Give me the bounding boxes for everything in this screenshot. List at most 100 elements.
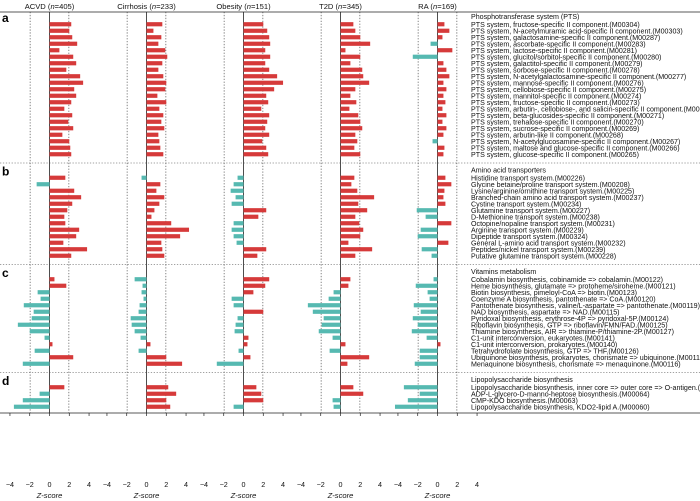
bar bbox=[340, 391, 364, 396]
bar bbox=[243, 342, 248, 347]
bar bbox=[146, 139, 160, 144]
bar bbox=[49, 385, 65, 390]
row-label: Octopine/nopaline transport system.(M002… bbox=[471, 220, 615, 228]
row-label: Riboflavin biosynthesis, GTP => riboflav… bbox=[471, 321, 668, 329]
bar bbox=[340, 385, 354, 390]
bar bbox=[243, 54, 271, 59]
bar bbox=[49, 342, 53, 347]
bar bbox=[437, 188, 445, 193]
bar bbox=[49, 28, 70, 33]
bar bbox=[307, 303, 341, 308]
bar bbox=[146, 355, 167, 360]
row-label: NAD biosynthesis, aspartate => NAD.(M001… bbox=[471, 308, 620, 316]
bar bbox=[340, 41, 371, 46]
bar bbox=[130, 316, 147, 321]
x-tick-label: 0 bbox=[48, 480, 52, 489]
bar bbox=[146, 35, 162, 40]
row-label: PTS system, N-acetylglucosamine-specific… bbox=[471, 138, 680, 146]
row-label: PTS system, trehalose-specific II compon… bbox=[471, 118, 644, 126]
bar bbox=[49, 201, 73, 206]
bar bbox=[340, 361, 348, 366]
bar bbox=[49, 35, 73, 40]
bar bbox=[17, 322, 50, 327]
bar bbox=[31, 316, 50, 321]
bar bbox=[23, 303, 50, 308]
bar bbox=[243, 48, 266, 53]
bar bbox=[333, 404, 341, 409]
bar bbox=[22, 398, 50, 403]
bar bbox=[138, 309, 147, 314]
bar bbox=[49, 22, 72, 27]
x-tick-label: 4 bbox=[87, 480, 91, 489]
bar bbox=[146, 145, 161, 150]
bar bbox=[243, 398, 264, 403]
x-tick-label: 4 bbox=[475, 480, 479, 489]
bar bbox=[146, 132, 159, 137]
row-label: PTS system, maltose and glucose-specific… bbox=[471, 144, 680, 152]
row-label: Heme biosynthesis, glutamate => protohem… bbox=[471, 282, 676, 290]
row-label: Dipeptide transport system.(M00324) bbox=[471, 233, 588, 241]
bar bbox=[49, 61, 77, 66]
bar bbox=[437, 195, 444, 200]
bar bbox=[411, 329, 438, 334]
bar bbox=[340, 100, 357, 105]
row-label: PTS system, sucrose-specific II componen… bbox=[471, 125, 639, 133]
bar bbox=[49, 41, 78, 46]
bar bbox=[340, 247, 373, 252]
bar bbox=[437, 240, 449, 245]
x-tick-label: 4 bbox=[184, 480, 188, 489]
bar bbox=[243, 214, 259, 219]
bar bbox=[36, 182, 50, 187]
bar bbox=[138, 348, 147, 353]
row-label: Glutamine transport system.(M00227) bbox=[471, 207, 590, 215]
bar bbox=[340, 106, 350, 111]
bar bbox=[437, 87, 447, 92]
bar bbox=[419, 348, 438, 353]
bar bbox=[340, 277, 351, 282]
bar bbox=[243, 290, 254, 295]
bar bbox=[243, 247, 267, 252]
bar bbox=[340, 87, 356, 92]
bar bbox=[421, 247, 438, 252]
row-label: C1-unit interconversion, eukaryotes.(M00… bbox=[471, 334, 615, 342]
panel-title: Amino acid transporters bbox=[471, 167, 546, 175]
bar bbox=[236, 240, 244, 245]
row-label: PTS system, glucose-specific II componen… bbox=[471, 151, 639, 159]
study-name: RA ( bbox=[418, 2, 433, 11]
bar bbox=[340, 67, 363, 72]
bar bbox=[139, 303, 147, 308]
bar bbox=[49, 152, 72, 157]
panel-title: Phosphotransferase system (PTS) bbox=[471, 13, 579, 21]
bar bbox=[420, 309, 438, 314]
x-tick-label: 0 bbox=[339, 480, 343, 489]
bar bbox=[243, 152, 269, 157]
bar bbox=[318, 329, 341, 334]
bar bbox=[431, 253, 438, 258]
row-label: PTS system, cellobiose-specific II compo… bbox=[471, 86, 646, 94]
bar bbox=[49, 93, 77, 98]
row-label: Putative glutamine transport system.(M00… bbox=[471, 252, 616, 260]
bar bbox=[419, 391, 438, 396]
x-axis-label: Z-score bbox=[424, 491, 451, 500]
bar bbox=[146, 93, 158, 98]
x-tick-label: 2 bbox=[67, 480, 71, 489]
bar bbox=[146, 240, 162, 245]
bar bbox=[340, 342, 346, 347]
row-label: Branched-chain amino acid transport syst… bbox=[471, 194, 644, 202]
bar bbox=[34, 348, 50, 353]
bar bbox=[146, 342, 151, 347]
row-label: D-Methionine transport system.(M00238) bbox=[471, 213, 600, 221]
bar bbox=[417, 234, 438, 239]
bar bbox=[437, 175, 446, 180]
bar bbox=[340, 54, 361, 59]
x-tick-label: −4 bbox=[200, 480, 208, 489]
bar bbox=[146, 152, 164, 157]
bar bbox=[437, 100, 446, 105]
bar bbox=[340, 283, 349, 288]
bar bbox=[340, 48, 346, 53]
row-label: Tetrahydrofolate biosynthesis, GTP => TH… bbox=[471, 347, 639, 355]
bar bbox=[437, 93, 444, 98]
bar bbox=[340, 234, 361, 239]
bar bbox=[49, 253, 72, 258]
figure-frame bbox=[0, 11, 700, 414]
